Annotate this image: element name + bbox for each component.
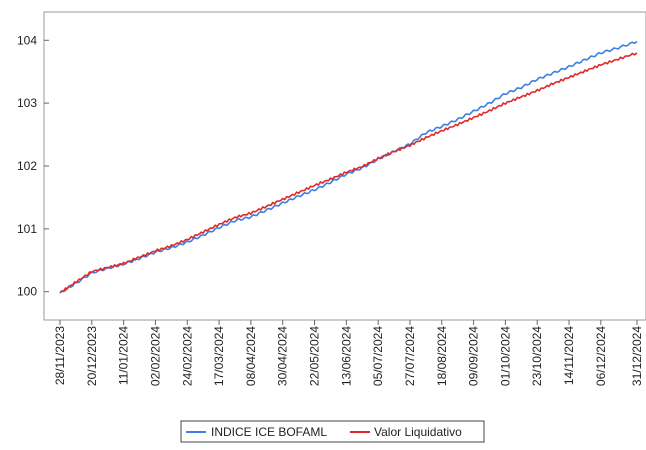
legend-label-1: INDICE ICE BOFAML [211, 425, 327, 439]
legend: INDICE ICE BOFAML Valor Liquidativo [180, 420, 485, 443]
legend-box [180, 420, 485, 443]
x-tick-label: 31/12/2024 [630, 326, 644, 386]
y-axis: 100 101 102 103 104 [17, 33, 49, 299]
x-tick-label: 02/02/2024 [148, 326, 162, 386]
series-line-2 [59, 52, 638, 294]
y-tick-label: 102 [17, 159, 37, 173]
x-tick-label: 18/08/2024 [435, 326, 449, 386]
x-tick-label: 05/07/2024 [371, 326, 385, 386]
x-tick-label: 06/12/2024 [594, 326, 608, 386]
x-tick-label: 01/10/2024 [498, 326, 512, 386]
x-axis: 28/11/2023 20/12/2023 11/01/2024 02/02/2024… [53, 320, 644, 386]
x-tick-label: 14/11/2024 [562, 326, 576, 385]
x-tick-label: 20/12/2023 [85, 326, 99, 386]
x-tick-label: 13/06/2024 [339, 326, 353, 386]
y-tick-label: 101 [17, 222, 37, 236]
x-tick-label: 09/09/2024 [467, 326, 481, 386]
x-tick-label: 11/01/2024 [117, 326, 131, 385]
x-tick-label: 08/04/2024 [244, 326, 258, 386]
y-tick-label: 104 [17, 33, 37, 47]
x-tick-label: 17/03/2024 [212, 326, 226, 386]
y-tick-label: 100 [17, 285, 37, 299]
x-tick-label: 23/10/2024 [530, 326, 544, 386]
x-tick-label: 24/02/2024 [180, 326, 194, 386]
x-tick-label: 22/05/2024 [308, 326, 322, 386]
series-layer [59, 40, 638, 294]
plot-frame [43, 11, 646, 321]
legend-label-2: Valor Liquidativo [374, 425, 462, 439]
x-tick-label: 27/07/2024 [403, 326, 417, 386]
x-tick-label: 30/04/2024 [276, 326, 290, 386]
x-tick-label: 28/11/2023 [53, 326, 67, 385]
y-tick-label: 103 [17, 96, 37, 110]
